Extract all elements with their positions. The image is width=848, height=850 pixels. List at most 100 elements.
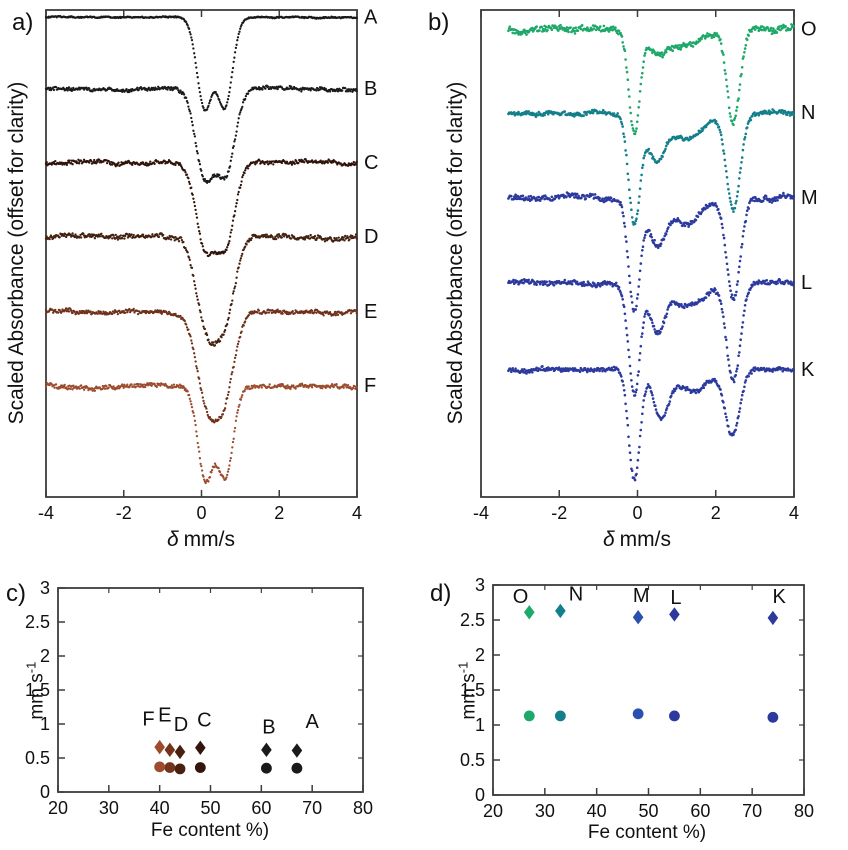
curve-label-O: O [801,18,817,40]
spectrum-curve-A [44,15,358,112]
spectrum-curve-E [44,307,358,424]
point-label-O: O [513,586,529,608]
panel-d-y-tick-label: 1.5 [460,680,485,700]
diamond-marker-K [767,610,779,626]
panel-c-y-tick-label: 0 [40,782,50,802]
point-label-F: F [142,708,154,730]
curve-label-C: C [364,152,378,174]
curve-label-D: D [364,226,378,248]
point-label-D: D [174,714,188,736]
panel-c-x-tick-label: 20 [48,798,68,818]
panel-b-x-tick-label: 4 [789,503,799,523]
panel-b-ylabel: Scaled Absorbance (offset for clarity) [444,81,467,425]
panel-c-ylabel-base: mm s [26,673,48,720]
diamond-marker-F [154,739,165,755]
panel-d-ylabel-base: mm s [458,673,480,720]
panel-d-y-tick-label: 0.5 [460,750,485,770]
point-label-M: M [633,585,650,607]
curve-label-A: A [364,6,378,28]
spectrum-curve-D [44,232,358,347]
panel-c-x-tick-label: 70 [302,798,322,818]
spectrum-curve-N [507,108,795,226]
point-label-K: K [772,586,786,608]
panel-a-xlabel: δ mm/s [101,528,301,552]
panel-b-x-tick-label: -2 [551,503,567,523]
point-label-N: N [569,583,583,605]
spectrum-curve-K [507,365,795,482]
spectrum-curve-F [44,381,358,485]
curve-label-K: K [801,359,815,381]
panel-a-frame [45,9,358,498]
panel-c-frame [57,587,364,793]
panel-b-x-tick-label: -4 [473,503,489,523]
delta-symbol: δ [603,528,615,551]
diamond-marker-B [261,742,272,758]
panel-d-letter: d) [430,580,452,607]
circle-marker-A [291,762,303,774]
panel-d-frame [492,584,805,796]
panel-d-x-tick-label: 60 [690,801,710,821]
panel-c-x-tick-label: 40 [150,798,170,818]
panel-d-x-tick-label: 40 [587,801,607,821]
curve-label-L: L [801,272,812,294]
panel-d-x-tick-label: 20 [483,801,503,821]
panel-a-x-tick-label: -4 [38,503,54,523]
panel-c-ylabel: mm s-1 [23,541,48,841]
spectrum-curve-L [507,277,795,397]
panel-d-y-tick-label: 3 [475,575,485,595]
spectrum-curve-B [44,84,358,184]
panel-d-x-tick-label: 30 [535,801,555,821]
panel-c-y-tick-label: 1.5 [25,680,50,700]
panel-b-x-tick-label: 0 [632,503,642,523]
diamond-marker-D [174,744,186,760]
spectrum-curve-C [44,157,358,258]
panel-b-frame [480,9,795,498]
spectrum-curve-M [507,191,795,313]
curve-label-M: M [801,187,818,209]
circle-marker-L [669,710,680,722]
circle-marker-O [523,710,535,722]
panel-c-x-tick-label: 80 [353,798,373,818]
curve-label-E: E [364,301,377,323]
circle-marker-K [767,711,779,723]
panel-d-ylabel: mm s-1 [455,541,480,841]
circle-marker-B [261,762,272,774]
diamond-marker-A [291,743,303,758]
curve-label-F: F [364,375,376,397]
diamond-marker-L [669,607,680,622]
diamond-marker-O [523,605,535,620]
spectrum-curve-O [507,23,795,136]
diamond-marker-N [555,603,566,619]
panel-b-letter: b) [428,9,450,36]
circle-marker-E [164,762,176,773]
panel-a-xlabel-unit: mm/s [183,528,235,551]
diamond-marker-C [195,740,206,755]
panel-a-x-tick-label: -2 [116,503,132,523]
panel-a-x-tick-label: 0 [196,503,206,523]
panel-a-x-tick-label: 2 [274,503,284,523]
panel-b-x-tick-label: 2 [711,503,721,523]
point-label-C: C [197,710,211,732]
point-label-E: E [158,704,171,726]
point-label-A: A [305,711,319,733]
panel-d-y-tick-label: 2.5 [460,610,485,630]
panel-d-x-tick-label: 70 [742,801,762,821]
panel-c-y-tick-label: 0.5 [25,748,50,768]
panel-c-x-tick-label: 30 [99,798,119,818]
panel-c-y-tick-label: 2.5 [25,612,50,632]
panel-d-x-tick-label: 80 [794,801,814,821]
panel-d-y-tick-label: 1 [475,715,485,735]
panel-d-ylabel-sup: -1 [455,661,471,674]
panel-c-y-tick-label: 2 [40,646,50,666]
panel-d-y-tick-label: 2 [475,645,485,665]
delta-symbol: δ [167,528,179,551]
circle-marker-F [154,761,166,773]
panel-c-x-tick-label: 50 [200,798,220,818]
circle-marker-M [632,708,644,720]
diamond-marker-M [632,610,644,625]
panel-c-ylabel-sup: -1 [23,661,39,674]
diamond-marker-E [164,742,176,758]
panel-a-letter: a) [12,9,34,36]
